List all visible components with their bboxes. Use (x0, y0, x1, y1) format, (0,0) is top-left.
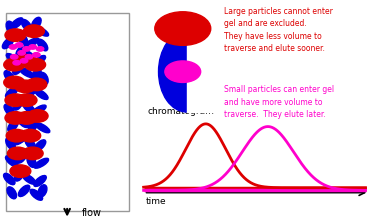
Circle shape (23, 25, 44, 37)
Ellipse shape (13, 134, 27, 145)
Ellipse shape (4, 104, 15, 116)
Ellipse shape (32, 17, 41, 29)
Ellipse shape (30, 189, 43, 200)
Ellipse shape (7, 187, 16, 199)
Circle shape (7, 147, 28, 160)
Circle shape (29, 45, 37, 49)
Ellipse shape (34, 26, 48, 36)
Ellipse shape (37, 39, 48, 51)
Text: Small particles can enter gel
and have more volume to
traverse.  They elute late: Small particles can enter gel and have m… (224, 85, 334, 119)
Ellipse shape (18, 185, 30, 196)
Bar (6, 13, 129, 211)
Circle shape (5, 29, 26, 41)
Ellipse shape (38, 185, 47, 197)
Circle shape (21, 58, 28, 63)
Circle shape (5, 94, 26, 106)
Ellipse shape (32, 105, 46, 115)
Circle shape (26, 78, 47, 91)
Ellipse shape (8, 120, 18, 132)
Circle shape (25, 55, 33, 59)
Circle shape (23, 47, 30, 51)
Ellipse shape (24, 38, 39, 48)
Circle shape (15, 80, 36, 93)
Ellipse shape (17, 116, 29, 127)
Ellipse shape (17, 80, 26, 92)
Ellipse shape (159, 31, 214, 112)
Ellipse shape (35, 89, 48, 99)
Circle shape (27, 110, 48, 122)
Ellipse shape (13, 63, 23, 75)
Ellipse shape (6, 87, 18, 98)
Circle shape (5, 112, 26, 124)
Text: chromatogram: chromatogram (147, 108, 214, 116)
Ellipse shape (18, 33, 28, 45)
Ellipse shape (19, 68, 34, 78)
Ellipse shape (39, 72, 48, 85)
Ellipse shape (34, 176, 46, 186)
Ellipse shape (28, 120, 37, 132)
Circle shape (165, 61, 201, 82)
Circle shape (6, 129, 27, 142)
Text: time: time (145, 197, 166, 206)
Ellipse shape (4, 71, 15, 82)
Ellipse shape (34, 140, 46, 151)
Circle shape (22, 147, 43, 160)
Ellipse shape (16, 151, 27, 163)
Circle shape (33, 53, 40, 57)
Ellipse shape (22, 174, 36, 184)
Circle shape (16, 112, 37, 124)
Circle shape (10, 55, 18, 59)
Circle shape (15, 54, 36, 67)
Ellipse shape (32, 56, 46, 66)
Circle shape (9, 45, 17, 49)
Circle shape (13, 60, 21, 65)
Ellipse shape (27, 85, 38, 96)
Circle shape (10, 165, 31, 177)
Circle shape (36, 47, 44, 51)
Circle shape (4, 76, 25, 89)
Ellipse shape (16, 47, 25, 59)
Circle shape (25, 58, 46, 71)
Ellipse shape (32, 69, 41, 81)
Ellipse shape (15, 169, 24, 181)
Ellipse shape (6, 21, 15, 33)
Ellipse shape (25, 138, 35, 149)
Circle shape (18, 51, 25, 55)
Text: Large particles cannot enter
gel and are excluded.
They have less volume to
trav: Large particles cannot enter gel and are… (224, 7, 333, 53)
Circle shape (4, 58, 25, 71)
Ellipse shape (35, 123, 50, 133)
Ellipse shape (4, 173, 15, 185)
Circle shape (15, 43, 23, 47)
Ellipse shape (10, 18, 23, 29)
Circle shape (20, 129, 41, 142)
Ellipse shape (2, 37, 14, 49)
Ellipse shape (25, 51, 36, 62)
Ellipse shape (34, 158, 48, 168)
Text: flow: flow (82, 208, 102, 218)
Ellipse shape (27, 155, 36, 167)
Ellipse shape (21, 19, 32, 31)
Circle shape (155, 12, 211, 45)
Circle shape (16, 94, 37, 106)
Ellipse shape (6, 138, 15, 150)
Bar (186, 29, 222, 112)
Ellipse shape (6, 54, 20, 64)
Ellipse shape (6, 156, 18, 167)
Ellipse shape (23, 103, 35, 114)
Ellipse shape (13, 98, 23, 110)
